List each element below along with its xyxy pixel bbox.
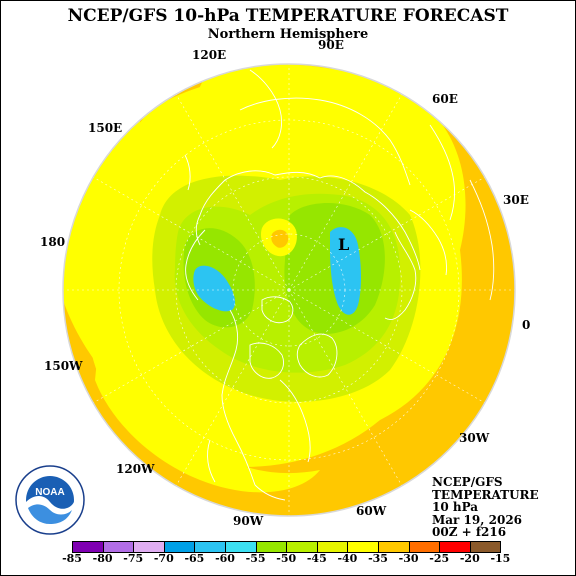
lon-label-120e: 120E — [192, 48, 227, 62]
colorbar-swatch — [440, 542, 471, 552]
noaa-logo-text: NOAA — [35, 487, 64, 498]
colorbar-swatch — [164, 542, 196, 552]
noaa-logo: NOAA — [15, 465, 85, 535]
hemisphere-outline — [62, 63, 516, 517]
temperature-band-blue-east — [330, 227, 361, 315]
colorbar-label: -80 — [92, 552, 113, 565]
colorbar — [72, 541, 502, 553]
coastline-europe — [409, 209, 448, 276]
colorbar-swatch — [470, 542, 502, 552]
info-level: 10 hPa — [432, 500, 479, 514]
colorbar-label: -35 — [368, 552, 388, 565]
colorbar-label: -55 — [245, 552, 266, 565]
lon-label-30e: 30E — [503, 193, 529, 207]
colorbar-swatch — [348, 542, 379, 552]
coastline-central-asia — [239, 97, 411, 186]
colorbar-label: -50 — [276, 552, 297, 565]
colorbar-label: -40 — [337, 552, 358, 565]
colorbar-swatch — [409, 542, 441, 552]
coastline-arctic-islands — [261, 296, 294, 324]
colorbar-label: -60 — [215, 552, 235, 565]
coastline-scandinavia — [384, 231, 417, 321]
coastline-north-america — [221, 309, 256, 486]
colorbar-label: -85 — [62, 552, 82, 565]
lon-label-60w: 60W — [356, 504, 387, 518]
info-model: NCEP/GFS — [432, 475, 503, 489]
coastline-greenland — [296, 333, 338, 378]
lon-label-150e: 150E — [88, 121, 123, 135]
coastline-japan — [184, 154, 191, 191]
info-date: Mar 19, 2026 — [432, 512, 523, 527]
coastline-africa — [469, 179, 495, 301]
temperature-band-yellow-north — [195, 64, 424, 170]
colorbar-label: -45 — [306, 552, 327, 565]
lon-label-30w: 30W — [459, 431, 490, 445]
coastline-hudson-bay — [249, 342, 284, 379]
colorbar-swatch — [256, 542, 288, 552]
coastlines — [184, 69, 495, 501]
colorbar-label: -70 — [153, 552, 174, 565]
coastline-alaska — [185, 229, 206, 301]
temperature-band-yellow-outer-west — [63, 120, 160, 420]
coastline-middle-east — [429, 124, 455, 221]
low-pressure-marker: L — [338, 235, 349, 254]
coastline-asia-east — [195, 179, 226, 246]
colorbar-swatch — [103, 542, 135, 552]
colorbar-label: -75 — [123, 552, 144, 565]
colorbar-label: -65 — [184, 552, 205, 565]
lon-label-180: 180 — [40, 235, 66, 249]
info-cycle: 00Z + f216 — [432, 525, 507, 539]
map-subtitle: Northern Hemisphere — [207, 27, 369, 42]
coastline-india — [249, 69, 283, 149]
colorbar-swatch — [195, 542, 226, 552]
colorbar-label: -25 — [429, 552, 450, 565]
colorbar-label: -30 — [398, 552, 419, 565]
lon-label-0: 0 — [522, 318, 531, 332]
colorbar-swatch — [134, 542, 165, 552]
coastline-eurasia-north — [224, 170, 421, 271]
lon-label-90e: 90E — [318, 38, 344, 52]
colorbar-swatch — [378, 542, 410, 552]
colorbar-labels: -85 -80 -75 -70 -65 -60 -55 -50 -45 -40 -35 -30 -25-… — [0, 552, 576, 566]
lon-label-150w: 150W — [44, 359, 83, 373]
lon-label-90w: 90W — [233, 514, 264, 528]
warm-core-polar — [271, 229, 289, 248]
colorbar-swatch — [287, 542, 318, 552]
colorbar-label: -20 — [459, 552, 480, 565]
coastline-east-us — [279, 379, 311, 463]
colorbar-swatch — [73, 542, 104, 552]
coastline-central-america — [254, 484, 286, 501]
forecast-info: NCEP/GFS TEMPERATURE 10 hPa Mar 19, 2026… — [432, 476, 539, 539]
info-variable: TEMPERATURE — [432, 487, 539, 502]
lon-label-60e: 60E — [432, 92, 458, 106]
map-title: NCEP/GFS 10-hPa TEMPERATURE FORECAST — [67, 6, 509, 26]
coastline-mexico — [207, 439, 216, 483]
temperature-band-blue-west — [193, 265, 236, 312]
colorbar-label: -15 — [490, 552, 511, 565]
lon-label-120w: 120W — [116, 462, 155, 476]
colorbar-swatch — [317, 542, 349, 552]
colorbar-swatch — [225, 542, 257, 552]
yellow-band-southwest — [95, 330, 320, 493]
